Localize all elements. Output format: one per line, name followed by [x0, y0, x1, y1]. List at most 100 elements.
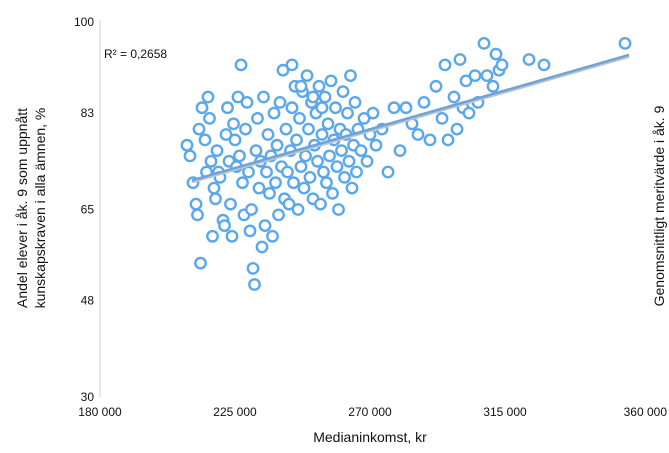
data-point — [338, 170, 351, 184]
data-point — [387, 101, 401, 115]
data-point — [218, 219, 231, 233]
data-point — [330, 160, 344, 174]
data-point — [320, 176, 333, 190]
data-point — [210, 144, 224, 158]
data-point — [335, 144, 348, 158]
data-point — [450, 122, 464, 136]
data-point — [393, 144, 407, 158]
data-point — [399, 101, 413, 115]
data-point — [261, 128, 275, 141]
data-point — [321, 117, 335, 131]
data-point — [201, 90, 215, 104]
data-point — [293, 112, 306, 125]
data-point — [369, 138, 383, 152]
data-point — [221, 101, 234, 115]
data-point — [477, 37, 491, 50]
data-point — [240, 96, 254, 109]
data-point — [480, 69, 494, 83]
x-axis-ticks: 180 000 225 000 270 000 315 000 360 000 — [78, 405, 667, 419]
data-point — [269, 176, 282, 190]
trendline — [191, 53, 630, 182]
data-point — [453, 53, 467, 66]
data-point — [272, 208, 285, 222]
data-point — [366, 106, 380, 120]
data-point — [242, 165, 255, 179]
data-point — [435, 112, 449, 125]
data-point — [329, 101, 342, 115]
data-point — [194, 256, 207, 270]
data-point — [317, 165, 330, 179]
data-point — [263, 186, 276, 200]
data-point — [287, 176, 300, 190]
y-tick-label: 65 — [81, 203, 95, 217]
data-point — [285, 101, 299, 115]
data-point — [345, 181, 359, 195]
data-point — [245, 203, 258, 216]
data-point — [225, 229, 239, 243]
data-point — [342, 154, 356, 168]
data-point — [231, 90, 245, 104]
data-point — [618, 37, 632, 50]
data-point — [260, 165, 273, 179]
data-point — [294, 160, 308, 174]
data-point — [447, 90, 461, 104]
y-tick-label: 83 — [81, 106, 95, 120]
trendline-group — [191, 53, 630, 184]
data-point — [281, 165, 294, 179]
data-point — [192, 122, 206, 136]
data-points — [180, 37, 632, 291]
data-point — [267, 106, 281, 120]
data-point — [495, 58, 509, 72]
x-axis-title: Medianinkomst, kr — [313, 429, 427, 445]
data-point — [252, 181, 266, 195]
data-point — [203, 112, 216, 125]
y-tick-label: 48 — [81, 294, 95, 308]
data-point — [276, 63, 290, 77]
data-point — [312, 79, 326, 93]
data-point — [255, 240, 269, 254]
data-point — [360, 154, 374, 168]
data-point — [224, 197, 237, 211]
trendline-shadow — [191, 55, 630, 184]
data-point — [341, 106, 354, 120]
data-point — [350, 165, 363, 179]
data-point — [290, 133, 303, 147]
y-axis-title-line-2: kunskapskraven i alla ämnen, % — [32, 108, 48, 309]
data-point — [438, 58, 452, 72]
data-point — [294, 79, 308, 93]
data-point — [522, 53, 536, 66]
data-point — [299, 149, 312, 163]
data-point — [183, 149, 197, 163]
data-point — [209, 192, 222, 206]
data-point — [249, 144, 263, 158]
data-point — [219, 128, 233, 141]
y-axis-ticks: 30 48 65 83 100 — [74, 15, 94, 404]
data-point — [207, 181, 221, 195]
data-point — [323, 149, 336, 163]
data-point — [311, 154, 324, 168]
y-axis-title-line-1: Andel elever i åk. 9 som uppnått — [14, 108, 30, 308]
data-point — [468, 69, 482, 83]
data-point — [270, 138, 284, 152]
data-point — [243, 224, 257, 238]
data-point — [318, 90, 332, 104]
data-point — [417, 96, 431, 109]
data-point — [381, 165, 395, 179]
data-point — [326, 186, 339, 200]
data-point — [315, 128, 329, 141]
data-point — [297, 181, 311, 195]
data-point — [314, 197, 327, 211]
x-tick-label: 225 000 — [213, 405, 257, 419]
data-point — [206, 229, 219, 243]
data-point — [279, 122, 293, 136]
data-point — [315, 101, 329, 115]
data-point — [251, 112, 264, 125]
data-point — [441, 133, 455, 147]
data-point — [354, 144, 368, 158]
data-point — [234, 58, 248, 72]
x-tick-label: 315 000 — [483, 405, 527, 419]
data-point — [273, 96, 287, 109]
data-point — [332, 203, 345, 216]
x-tick-label: 180 000 — [78, 405, 122, 419]
